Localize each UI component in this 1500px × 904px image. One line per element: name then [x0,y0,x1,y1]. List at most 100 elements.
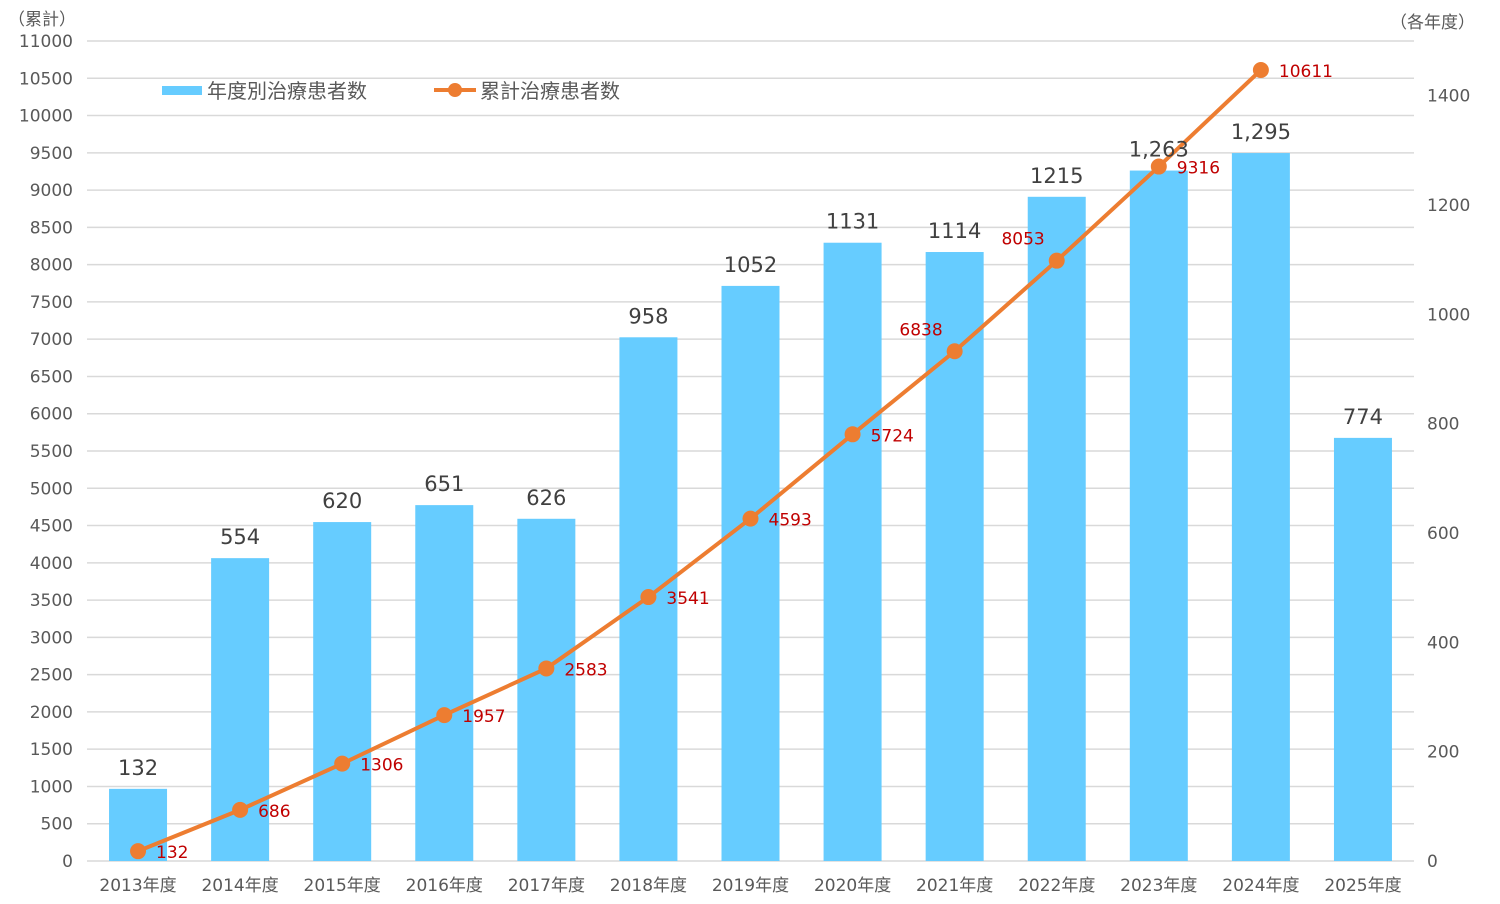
x-tick-label: 2016年度 [406,876,483,896]
left-tick-label: 7500 [30,293,73,313]
line-series [130,61,1269,860]
x-tick-label: 2019年度 [712,876,789,896]
legend: 年度別治療患者数 累計治療患者数 [162,79,620,103]
cumulative-line [137,68,1263,854]
bar-label: 1114 [928,219,981,243]
line-label: 10611 [1279,62,1333,82]
line-label: 1957 [462,707,505,727]
line-point [1252,61,1269,78]
right-axis-title: （各年度） [1390,13,1475,33]
legend-line-marker [448,83,462,97]
bar [415,505,474,861]
right-tick-label: 800 [1427,415,1459,435]
left-axis-title: （累計） [8,10,76,30]
left-tick-label: 1500 [30,740,73,760]
left-tick-label: 1000 [30,777,73,797]
left-tick-label: 3000 [30,628,73,648]
line-label: 4593 [769,511,812,531]
left-tick-label: 4500 [30,517,73,537]
right-tick-label: 200 [1427,743,1459,763]
bar-label: 626 [526,486,566,510]
line-label: 5724 [871,426,914,446]
line-label: 3541 [666,589,709,609]
line-label: 132 [156,843,188,863]
x-tick-label: 2020年度 [814,876,891,896]
x-tick-label: 2021年度 [916,876,993,896]
x-tick-label: 2022年度 [1018,876,1095,896]
right-tick-label: 400 [1427,633,1459,653]
left-tick-label: 0 [62,852,73,872]
bar [1027,196,1086,862]
data-labels: 132 554 620 651 626 958 1052 1131 1114 1215 1,263 1… [118,62,1383,863]
left-tick-label: 10000 [19,107,73,127]
x-tick-label: 2015年度 [304,876,381,896]
line-point [232,801,249,818]
left-tick-label: 11000 [19,32,73,52]
line-point [844,426,861,443]
left-tick-label: 5500 [30,442,73,462]
left-tick-label: 4000 [30,554,73,574]
bar-label: 1,263 [1129,138,1189,162]
bar-label: 620 [322,489,362,513]
right-tick-label: 0 [1427,852,1438,872]
left-tick-label: 3500 [30,591,73,611]
bar-label: 1131 [826,210,879,234]
bar-label: 132 [118,756,158,780]
left-tick-label: 2000 [30,703,73,723]
legend-line-label: 累計治療患者数 [480,79,620,103]
bar-series [109,153,1392,862]
right-tick-label: 1400 [1427,87,1470,107]
legend-bar-swatch [162,86,202,95]
line-label: 9316 [1177,159,1220,179]
x-tick-label: 2017年度 [508,876,585,896]
bar [1129,170,1188,861]
left-tick-label: 6500 [30,367,73,387]
left-tick-label: 7000 [30,330,73,350]
x-tick-label: 2013年度 [99,876,176,896]
x-tick-label: 2024年度 [1222,876,1299,896]
x-tick-label: 2014年度 [201,876,278,896]
line-point [640,589,657,606]
x-tick-label: 2023年度 [1120,876,1197,896]
line-point [946,343,963,360]
left-tick-label: 500 [41,815,73,835]
bar [721,285,780,861]
line-label: 2583 [564,660,607,680]
bar-label: 1,295 [1231,120,1291,144]
line-label: 1306 [360,756,403,776]
bar-label: 1052 [724,253,777,277]
left-tick-label: 10500 [19,69,73,89]
bar [823,242,882,862]
line-point [334,755,351,772]
line-label: 6838 [899,320,942,340]
bar-label: 958 [628,304,668,328]
bar [1231,153,1290,862]
left-tick-label: 8500 [30,218,73,238]
x-tick-label: 2025年度 [1324,876,1401,896]
left-tick-label: 6000 [30,405,73,425]
left-tick-label: 2500 [30,666,73,686]
bar-label: 1215 [1030,164,1083,188]
line-point [436,707,453,724]
line-label: 686 [258,802,290,822]
line-point [130,843,147,860]
x-tick-label: 2018年度 [610,876,687,896]
line-point [538,660,555,677]
left-tick-label: 5000 [30,479,73,499]
legend-bar-label: 年度別治療患者数 [207,79,367,103]
left-tick-label: 9000 [30,181,73,201]
line-point [742,510,759,527]
bar-label: 651 [424,472,464,496]
axes: 0500100015002000250030003500400045005000… [19,32,1470,896]
left-tick-label: 8000 [30,256,73,276]
bar-label: 554 [220,525,260,549]
line-point [1048,252,1065,269]
right-tick-label: 1000 [1427,305,1470,325]
bar [517,518,576,861]
right-tick-label: 1200 [1427,196,1470,216]
bar [313,522,372,861]
bar [1333,437,1392,861]
right-tick-label: 600 [1427,524,1459,544]
left-tick-label: 9500 [30,144,73,164]
